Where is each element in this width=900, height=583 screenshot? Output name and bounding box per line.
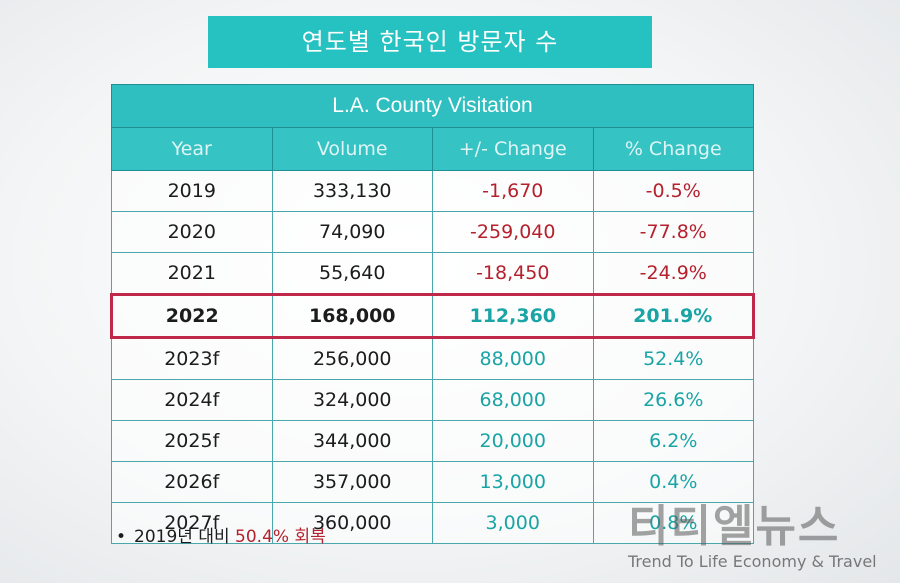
cell-year: 2027f xyxy=(111,502,273,544)
table-row: 2025f 344,000 20,000 6.2% xyxy=(111,420,754,462)
cell-volume: 74,090 xyxy=(271,211,433,253)
cell-year: 2026f xyxy=(111,461,273,503)
note-highlight: 50.4% 회복 xyxy=(235,527,326,547)
slide-title: 연도별 한국인 방문자 수 xyxy=(208,16,652,68)
visitation-table-container: L.A. County Visitation Year Volume +/- C… xyxy=(110,84,755,544)
cell-volume: 324,000 xyxy=(271,379,433,421)
cell-change: 13,000 xyxy=(432,461,594,503)
table-row: 2020 74,090 -259,040 -77.8% xyxy=(111,211,754,253)
table-row: 2019 333,130 -1,670 -0.5% xyxy=(111,170,754,212)
table-row: 2024f 324,000 68,000 26.6% xyxy=(111,379,754,421)
watermark-tagline: Trend To Life Economy & Travel xyxy=(628,552,877,571)
table-row: 2023f 256,000 88,000 52.4% xyxy=(111,337,754,380)
cell-year: 2019 xyxy=(111,170,273,212)
table-row: 2027f 360,000 3,000 0.8% xyxy=(111,502,754,544)
note-text: 2019년 대비 xyxy=(134,527,230,547)
cell-change: -18,450 xyxy=(432,252,594,295)
cell-year: 2021 xyxy=(111,252,273,295)
table-caption: L.A. County Visitation xyxy=(111,84,754,128)
watermark-logo: 티티엘뉴스 Trend To Life Economy & Travel xyxy=(628,501,898,572)
cell-volume: 357,000 xyxy=(271,461,433,503)
table-row: 2026f 357,000 13,000 0.4% xyxy=(111,461,754,503)
cell-pct-change: -0.5% xyxy=(592,170,754,212)
table-row: 2022 168,000 112,360 201.9% xyxy=(110,293,755,339)
table-row: 2021 55,640 -18,450 -24.9% xyxy=(111,252,754,295)
cell-pct-change: -77.8% xyxy=(592,211,754,253)
cell-pct-change: 6.2% xyxy=(592,420,754,462)
cell-change: 88,000 xyxy=(432,337,594,380)
cell-pct-change: 0.8% xyxy=(592,502,754,544)
cell-year: 2024f xyxy=(111,379,273,421)
cell-change: 68,000 xyxy=(432,379,594,421)
cell-volume: 55,640 xyxy=(271,252,433,295)
cell-pct-change: 52.4% xyxy=(592,337,754,380)
cell-volume: 344,000 xyxy=(271,420,433,462)
recovery-note: • 2019년 대비 50.4% 회복 xyxy=(116,522,326,547)
cell-change: -259,040 xyxy=(432,211,594,253)
visitation-table: L.A. County Visitation Year Volume +/- C… xyxy=(110,84,755,544)
cell-pct-change: 0.4% xyxy=(592,461,754,503)
cell-pct-change: 201.9% xyxy=(592,293,755,339)
cell-year: 2022 xyxy=(110,293,273,339)
cell-volume: 168,000 xyxy=(271,293,433,339)
cell-change: 112,360 xyxy=(432,293,594,339)
cell-pct-change: -24.9% xyxy=(592,252,754,295)
header-row: Year Volume +/- Change % Change xyxy=(111,127,754,171)
column-header-volume: Volume xyxy=(271,127,433,171)
column-header-pct-change: % Change xyxy=(592,127,754,171)
cell-year: 2025f xyxy=(111,420,273,462)
cell-change: 3,000 xyxy=(432,502,594,544)
table-body: 2019 333,130 -1,670 -0.5% 2020 74,090 -259,040… xyxy=(110,170,755,544)
cell-year: 2020 xyxy=(111,211,273,253)
cell-year: 2023f xyxy=(111,337,273,380)
column-header-change: +/- Change xyxy=(432,127,594,171)
cell-change: 20,000 xyxy=(432,420,594,462)
cell-change: -1,670 xyxy=(432,170,594,212)
cell-volume: 333,130 xyxy=(271,170,433,212)
cell-volume: 256,000 xyxy=(271,337,433,380)
bullet-marker: • xyxy=(116,527,127,547)
cell-pct-change: 26.6% xyxy=(592,379,754,421)
column-header-year: Year xyxy=(111,127,273,171)
watermark-main: 티티엘뉴스 xyxy=(628,501,841,552)
